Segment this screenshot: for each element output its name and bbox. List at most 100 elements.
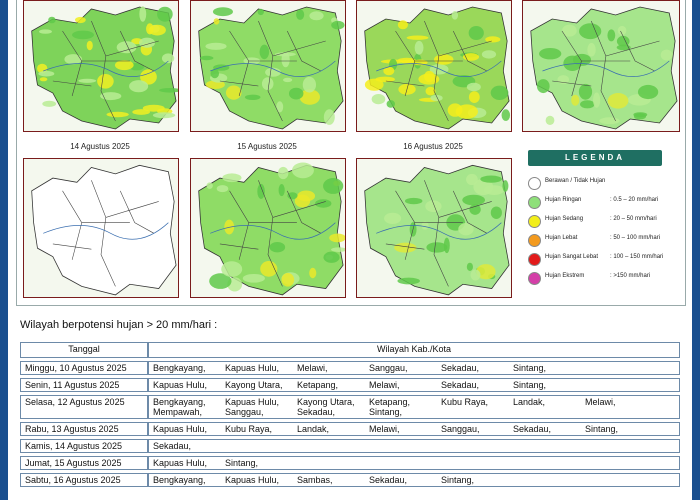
forecast-map-2: [184, 0, 350, 138]
area-name: Bengkayang,: [153, 397, 206, 407]
legend-item-name: Hujan Lebat: [545, 235, 578, 241]
rainfall-map: [190, 158, 346, 298]
row-areas: Kapuas Hulu, Kubu Raya, Landak, Melawi, Sang…: [148, 422, 680, 436]
table-row: Kamis, 14 Agustus 2025 Sekadau,: [20, 439, 680, 453]
legend-item-name: Hujan Sangat Lebat: [545, 254, 599, 260]
area-name: Kubu Raya,: [441, 397, 489, 407]
legend-color-swatch: [528, 196, 541, 209]
area-name: Kayong Utara,: [225, 380, 283, 390]
area-name: Kapuas Hulu,: [153, 458, 208, 468]
legend-item-name: Hujan Ekstrem: [545, 273, 585, 279]
legend-title: LEGENDA: [528, 150, 662, 166]
rainfall-map: [522, 0, 680, 132]
row-date: Kamis, 14 Agustus 2025: [20, 439, 148, 453]
forecast-map-5: 14 Agustus 2025: [17, 140, 183, 304]
legend-panel: LEGENDA Berawan / Tidak Hujan Hujan Ringa…: [516, 140, 680, 300]
table-row: Rabu, 13 Agustus 2025 Kapuas Hulu, Kubu Ra…: [20, 422, 680, 436]
row-date: Senin, 11 Agustus 2025: [20, 378, 148, 392]
area-name: Landak,: [513, 397, 546, 407]
area-name: Melawi,: [369, 424, 400, 434]
rainfall-map: [356, 158, 512, 298]
area-name: Sekadau,: [153, 441, 192, 451]
area-name: Melawi,: [297, 363, 328, 373]
right-accent-bar: [692, 0, 700, 500]
legend-item-range: : 100 – 150 mm/hari: [610, 254, 664, 260]
area-name: Mempawah,: [153, 407, 203, 417]
forecast-map-grid: 14 Agustus 2025 15 Agustus 2025 16 Agustus…: [16, 0, 686, 306]
area-name: Kapuas Hulu,: [225, 397, 280, 407]
legend-item-name: Hujan Sedang: [545, 216, 584, 222]
area-name: Ketapang,: [369, 397, 411, 407]
rainfall-map: [190, 0, 346, 132]
forecast-map-3: [350, 0, 516, 138]
rain-region-table: Tanggal Wilayah Kab./Kota Minggu, 10 Agu…: [20, 339, 680, 490]
forecast-map-1: [17, 0, 183, 138]
rain-region-caption: Wilayah berpotensi hujan > 20 mm/hari :: [20, 319, 218, 331]
area-name: Sintang,: [513, 380, 547, 390]
area-name: Sintang,: [225, 458, 259, 468]
row-areas: Kapuas Hulu, Sintang,: [148, 456, 680, 470]
legend-item-range: : >150 mm/hari: [610, 273, 651, 279]
area-name: Kapuas Hulu,: [153, 380, 208, 390]
row-areas: Bengkayang, Kapuas Hulu, Sambas, Sekadau, Si…: [148, 473, 680, 487]
table-header-date: Tanggal: [20, 342, 148, 358]
forecast-page: 14 Agustus 2025 15 Agustus 2025 16 Agustus…: [16, 0, 686, 500]
legend-item: Berawan / Tidak Hujan: [528, 176, 678, 190]
area-name: Sanggau,: [225, 407, 264, 417]
rainfall-map: [356, 0, 512, 132]
area-name: Kapuas Hulu,: [225, 363, 280, 373]
area-name: Bengkayang,: [153, 475, 206, 485]
forecast-map-6: 15 Agustus 2025: [184, 140, 350, 304]
table-header-areas: Wilayah Kab./Kota: [148, 342, 680, 358]
rainfall-map: [23, 0, 179, 132]
legend-color-swatch: [528, 177, 541, 190]
table-row: Sabtu, 16 Agustus 2025 Bengkayang, Kapuas …: [20, 473, 680, 487]
area-name: Sekadau,: [369, 475, 408, 485]
area-name: Kubu Raya,: [225, 424, 273, 434]
area-name: Landak,: [297, 424, 330, 434]
row-date: Jumat, 15 Agustus 2025: [20, 456, 148, 470]
legend-item-range: : 50 – 100 mm/hari: [610, 235, 661, 241]
area-name: Kayong Utara,: [297, 397, 355, 407]
legend-color-swatch: [528, 215, 541, 228]
row-areas: Sekadau,: [148, 439, 680, 453]
area-name: Sanggau,: [441, 424, 480, 434]
area-name: Sintang,: [585, 424, 619, 434]
area-name: Sekadau,: [441, 380, 480, 390]
row-date: Minggu, 10 Agustus 2025: [20, 361, 148, 375]
row-areas: Kapuas Hulu, Kayong Utara, Ketapang, Melawi…: [148, 378, 680, 392]
map-date-label: 16 Agustus 2025: [403, 142, 463, 151]
area-name: Melawi,: [585, 397, 616, 407]
legend-item: Hujan Lebat : 50 – 100 mm/hari: [528, 233, 678, 247]
area-name: Sintang,: [369, 407, 403, 417]
legend-item-range: : 0.5 – 20 mm/hari: [610, 197, 659, 203]
legend-color-swatch: [528, 272, 541, 285]
row-date: Rabu, 13 Agustus 2025: [20, 422, 148, 436]
legend-item-range: : 20 – 50 mm/hari: [610, 216, 657, 222]
legend-color-swatch: [528, 253, 541, 266]
legend-item: Hujan Sangat Lebat : 100 – 150 mm/hari: [528, 252, 678, 266]
row-areas: Bengkayang, Kapuas Hulu, Melawi, Sanggau, Se…: [148, 361, 680, 375]
table-row: Minggu, 10 Agustus 2025 Bengkayang, Kapuas…: [20, 361, 680, 375]
area-name: Sanggau,: [369, 363, 408, 373]
legend-item: Hujan Ringan : 0.5 – 20 mm/hari: [528, 195, 678, 209]
area-name: Sambas,: [297, 475, 333, 485]
rainfall-map: [23, 158, 179, 298]
table-row: Senin, 11 Agustus 2025 Kapuas Hulu, Kayong…: [20, 378, 680, 392]
area-name: Sintang,: [513, 363, 547, 373]
area-name: Sintang,: [441, 475, 475, 485]
area-name: Sekadau,: [513, 424, 552, 434]
forecast-map-4: [516, 0, 684, 138]
area-name: Sekadau,: [441, 363, 480, 373]
row-areas: Bengkayang, Kapuas Hulu, Kayong Utara, Keta…: [148, 395, 680, 419]
legend-item: Hujan Sedang : 20 – 50 mm/hari: [528, 214, 678, 228]
table-row: Jumat, 15 Agustus 2025 Kapuas Hulu, Sintan…: [20, 456, 680, 470]
area-name: Sekadau,: [297, 407, 336, 417]
area-name: Kapuas Hulu,: [225, 475, 280, 485]
row-date: Sabtu, 16 Agustus 2025: [20, 473, 148, 487]
legend-color-swatch: [528, 234, 541, 247]
row-date: Selasa, 12 Agustus 2025: [20, 395, 148, 419]
legend-item-name: Hujan Ringan: [545, 197, 582, 203]
map-date-label: 14 Agustus 2025: [70, 142, 130, 151]
legend-item: Hujan Ekstrem : >150 mm/hari: [528, 271, 678, 285]
